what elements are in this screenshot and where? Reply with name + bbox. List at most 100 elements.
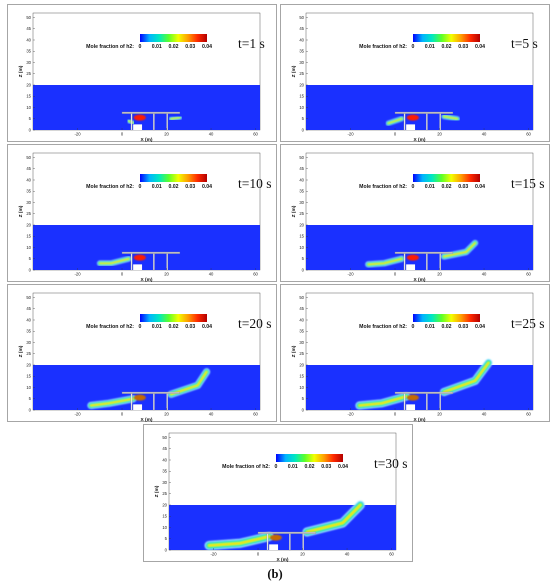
y-tick-label: 5 — [302, 256, 305, 261]
y-tick-label: 40 — [299, 37, 304, 42]
x-tick-label: 0 — [121, 132, 124, 137]
y-tick-label: 10 — [299, 245, 304, 250]
colorbar-tick-label: 0.01 — [152, 44, 162, 50]
y-tick-label: 45 — [299, 306, 304, 311]
y-tick-label: 50 — [26, 295, 31, 300]
colorbar-tick-label: 0.03 — [185, 184, 195, 190]
support-leg — [439, 113, 441, 131]
x-tick-label: 40 — [482, 412, 487, 417]
colorbar-tick-label: 0 — [139, 324, 142, 330]
y-tick-label: 20 — [162, 502, 167, 507]
support-leg — [153, 393, 155, 411]
colorbar-tick-label: 0.02 — [441, 324, 451, 330]
opening — [133, 124, 143, 130]
colorbar-tick-label: 0.02 — [168, 324, 178, 330]
y-tick-label: 25 — [299, 211, 304, 216]
colorbar-tick-label: 0.03 — [321, 464, 331, 470]
contour-panel: 0 5 10 15 20 25 30 35 40 45 50 -20 0 20 40 60 X (m) Z (m)… — [7, 144, 277, 283]
plume-right-layer — [443, 242, 476, 258]
x-tick-label: -20 — [210, 552, 217, 557]
contour-panel: 0 5 10 15 20 25 30 35 40 45 50 -20 0 20 40 60 X (m) Z (m)… — [280, 4, 550, 143]
y-tick-label: 45 — [26, 166, 31, 171]
x-tick-label: 0 — [257, 552, 260, 557]
support-leg — [289, 533, 291, 551]
plume-right-layer — [443, 362, 490, 393]
domain-region — [169, 505, 396, 550]
colorbar-label: Mole fraction of h2: — [359, 324, 407, 330]
y-tick-label: 30 — [299, 60, 304, 65]
y-tick-label: 15 — [299, 94, 304, 99]
y-tick-label: 30 — [299, 200, 304, 205]
source-plume — [133, 114, 146, 121]
opening — [133, 404, 143, 410]
y-tick-label: 40 — [162, 457, 167, 462]
colorbar-tick-label: 0.01 — [152, 184, 162, 190]
time-label: t=30 s — [374, 456, 408, 471]
plume-left-layer — [208, 535, 270, 547]
y-tick-label: 45 — [26, 26, 31, 31]
roof-slab — [394, 251, 454, 254]
x-tick-label: 40 — [209, 272, 214, 277]
y-tick-label: 20 — [26, 82, 31, 87]
x-axis-label: X (m) — [277, 557, 289, 563]
plume-left-layer — [99, 258, 130, 264]
x-tick-label: 0 — [121, 412, 124, 417]
contour-plot: 0 5 10 15 20 25 30 35 40 45 50 -20 0 20 40 60 X (m) Z (m)… — [18, 12, 261, 143]
x-tick-label: -20 — [347, 412, 354, 417]
plume-right-layer — [170, 117, 181, 120]
colorbar-label: Mole fraction of h2: — [86, 324, 134, 330]
y-tick-label: 15 — [299, 234, 304, 239]
y-axis-label: Z (m) — [18, 345, 24, 357]
y-axis-label: Z (m) — [291, 345, 297, 357]
plume-left — [97, 256, 132, 267]
y-tick-label: 15 — [26, 374, 31, 379]
colorbar-tick-label: 0.01 — [152, 324, 162, 330]
opening — [133, 264, 143, 270]
time-label: t=10 s — [238, 176, 272, 191]
x-tick-label: 60 — [253, 272, 258, 277]
y-tick-label: 15 — [299, 374, 304, 379]
y-tick-label: 30 — [26, 340, 31, 345]
y-tick-label: 35 — [26, 49, 31, 54]
colorbar-tick-label: 0 — [139, 184, 142, 190]
time-label: t=25 s — [511, 316, 545, 331]
support-leg — [439, 393, 441, 411]
y-tick-label: 35 — [162, 469, 167, 474]
x-tick-label: 20 — [300, 552, 305, 557]
support-leg — [302, 533, 304, 551]
contour-plot: 0 5 10 15 20 25 30 35 40 45 50 -20 0 20 40 60 X (m) Z (m)… — [291, 292, 534, 423]
figure-label: (b) — [267, 567, 283, 581]
x-tick-label: 60 — [253, 412, 258, 417]
plume-right — [440, 358, 493, 396]
x-tick-label: -20 — [74, 132, 81, 137]
y-tick-label: 10 — [299, 105, 304, 110]
plume-left — [385, 116, 405, 126]
contour-plot: 0 5 10 15 20 25 30 35 40 45 50 -20 0 20 40 60 X (m) Z (m)… — [18, 152, 261, 283]
y-tick-label: 35 — [26, 189, 31, 194]
y-tick-label: 20 — [26, 362, 31, 367]
y-tick-label: 25 — [299, 71, 304, 76]
plume-right — [302, 500, 365, 537]
y-tick-label: 10 — [26, 245, 31, 250]
x-tick-label: 60 — [526, 132, 531, 137]
x-tick-label: 40 — [209, 412, 214, 417]
plume-right — [441, 114, 460, 122]
contour-panel: 0 5 10 15 20 25 30 35 40 45 50 -20 0 20 40 60 X (m) Z (m)… — [7, 4, 277, 143]
x-tick-label: 20 — [164, 132, 169, 137]
y-tick-label: 25 — [162, 491, 167, 496]
colorbar-tick-label: 0.01 — [425, 184, 435, 190]
plume-left-layer — [367, 258, 403, 265]
domain-region — [306, 85, 533, 130]
y-axis-label: Z (m) — [18, 65, 24, 77]
x-tick-label: 40 — [345, 552, 350, 557]
support-leg — [266, 533, 269, 551]
roof-slab — [121, 251, 181, 254]
colorbar-tick-label: 0.02 — [304, 464, 314, 470]
colorbar-tick-label: 0 — [412, 184, 415, 190]
y-tick-label: 30 — [162, 480, 167, 485]
y-tick-label: 45 — [299, 166, 304, 171]
colorbar-tick-label: 0.03 — [458, 324, 468, 330]
plume-left-layer — [358, 395, 407, 407]
y-tick-label: 0 — [165, 547, 168, 552]
plume-right — [167, 368, 211, 398]
